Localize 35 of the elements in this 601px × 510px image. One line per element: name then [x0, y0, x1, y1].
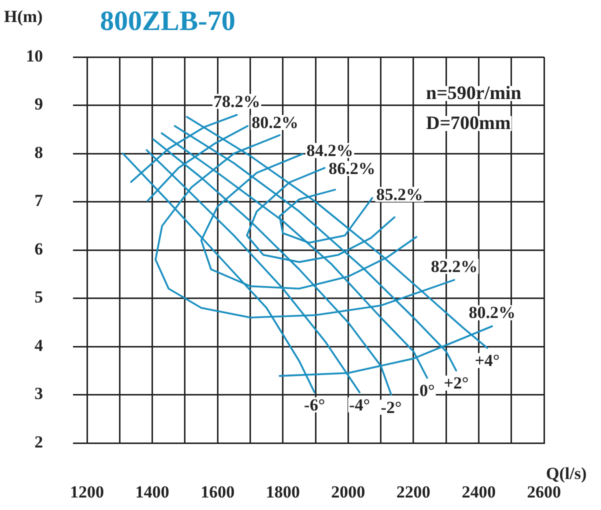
x-tick-label: 1200 [70, 482, 104, 502]
x-tick-label: 1600 [200, 482, 235, 502]
y-axis-title: H(m) [4, 7, 43, 26]
x-tick-label: 1400 [135, 482, 170, 502]
y-tick-label: 4 [34, 336, 44, 355]
x-tick-label: 2000 [331, 482, 366, 502]
y-tick-label: 7 [34, 191, 44, 210]
annotation: 78.2% [213, 92, 260, 111]
series-label: -4° [349, 395, 370, 414]
y-tick-label: 5 [34, 288, 43, 307]
x-tick-label: 1800 [266, 482, 300, 502]
annotation: n=590r/min [426, 83, 522, 104]
series-label: 0° [419, 380, 435, 400]
series-label: +4° [474, 350, 500, 370]
x-tick-label: 2400 [462, 482, 496, 502]
y-tick-label: 10 [26, 46, 43, 66]
annotation: 82.2% [430, 256, 478, 276]
annotation: D=700mm [426, 113, 511, 134]
series-label: -6° [304, 395, 326, 414]
annotation: 80.2% [252, 112, 298, 132]
series-label: +2° [444, 374, 469, 393]
annotation: 80.2% [468, 303, 516, 322]
x-tick-label: 2600 [527, 482, 561, 502]
x-axis-title: Q(l/s) [546, 464, 587, 483]
chart-title: 800ZLB-70 [100, 6, 236, 38]
y-tick-label: 8 [34, 142, 43, 162]
series-label: -2° [380, 398, 402, 417]
y-tick-label: 9 [34, 94, 43, 114]
y-tick-label: 2 [34, 432, 43, 452]
annotation: 85.2% [376, 184, 424, 204]
y-tick-label: 3 [34, 384, 43, 404]
annotation: 86.2% [328, 158, 376, 178]
y-tick-label: 6 [34, 239, 43, 258]
x-tick-label: 2200 [396, 482, 430, 502]
annotation: 84.2% [306, 140, 354, 160]
